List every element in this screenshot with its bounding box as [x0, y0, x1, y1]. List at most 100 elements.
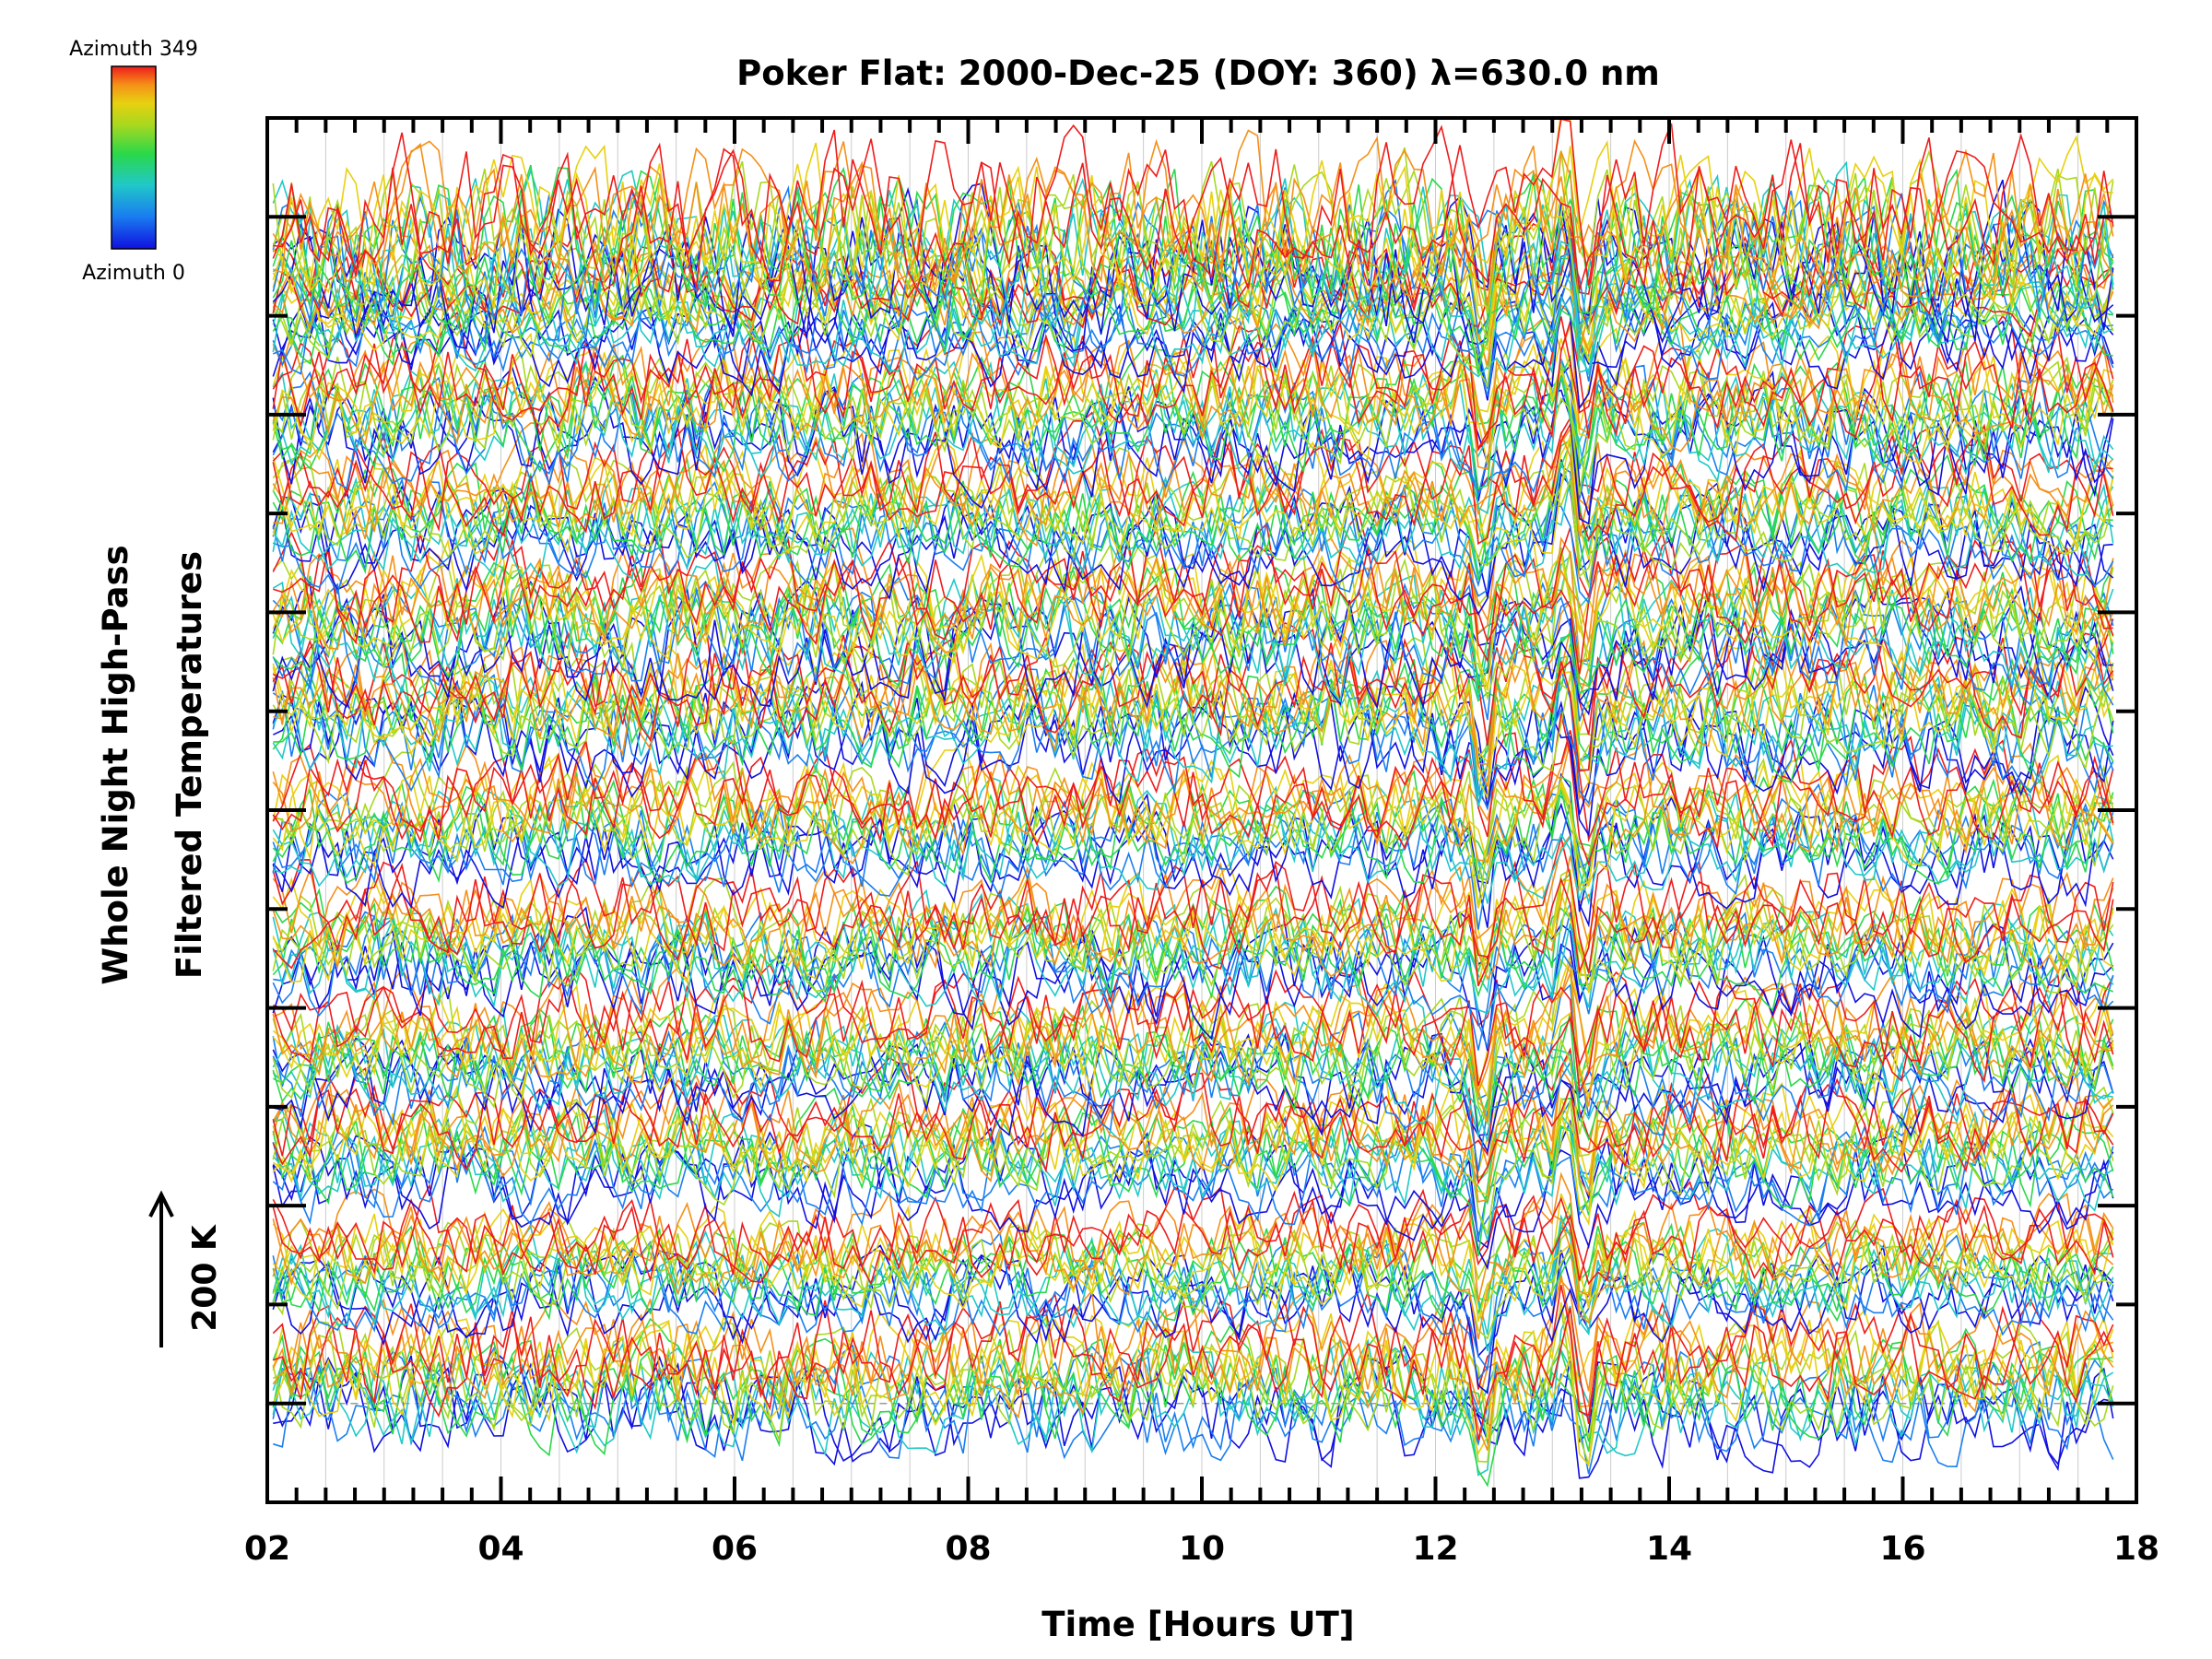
- x-tick-label: 04: [477, 1530, 524, 1568]
- axis-ticks: [265, 116, 2138, 1504]
- colorbar-bottom-label: Azimuth 0: [82, 262, 185, 285]
- y-axis-label-line2: Filtered Temperatures: [170, 551, 209, 979]
- series-line: [272, 1180, 2114, 1286]
- series-line: [273, 909, 2114, 1051]
- series-line: [272, 996, 2113, 1135]
- series-line: [272, 1308, 2114, 1465]
- series-line: [272, 1020, 2114, 1171]
- series-line: [272, 751, 2114, 880]
- series-line: [272, 482, 2114, 605]
- x-tick-label: 06: [712, 1530, 758, 1568]
- series-line: [272, 612, 2114, 737]
- series-line: [272, 434, 2114, 560]
- series-line: [272, 788, 2113, 893]
- series-line: [272, 1004, 2114, 1124]
- series-line: [272, 1305, 2114, 1477]
- series-line: [272, 630, 2114, 801]
- series-line: [272, 1285, 2114, 1417]
- series-line: [272, 634, 2114, 807]
- series-line: [272, 1066, 2114, 1203]
- series-line: [272, 1324, 2114, 1457]
- colorbar-top-label: Azimuth 349: [69, 38, 198, 61]
- series-line: [272, 833, 2114, 976]
- series-line: [272, 643, 2114, 783]
- series-line: [272, 511, 2114, 646]
- series-line: [272, 118, 2113, 307]
- series-line: [272, 1226, 2114, 1382]
- series-line: [272, 178, 2114, 347]
- series-line: [272, 1310, 2114, 1427]
- scale-label: 200 K: [186, 1224, 224, 1332]
- series-line: [272, 476, 2114, 580]
- x-tick-label: 08: [945, 1530, 991, 1568]
- series-line: [272, 273, 2114, 378]
- series-group: [272, 118, 2114, 1488]
- series-line: [272, 895, 2114, 1012]
- x-tick-label: 02: [244, 1530, 290, 1568]
- series-line: [272, 220, 2114, 355]
- series-line: [272, 179, 2114, 349]
- series-line: [272, 1130, 2114, 1271]
- series-line: [272, 546, 2114, 688]
- series-line: [272, 535, 2113, 691]
- series-line: [272, 336, 2113, 465]
- series-line: [272, 1205, 2114, 1323]
- x-tick-label: 18: [2113, 1530, 2159, 1568]
- y-axis-label-line1: Whole Night High-Pass: [96, 545, 135, 984]
- colorbar: Azimuth 349 Azimuth 0: [69, 38, 198, 285]
- series-line: [272, 354, 2114, 475]
- series-line: [272, 124, 2114, 294]
- colorbar-gradient: [111, 65, 157, 250]
- series-line: [272, 359, 2114, 514]
- series-line: [272, 1081, 2114, 1227]
- series-line: [272, 523, 2114, 651]
- series-line: [272, 735, 2114, 865]
- x-tick-label: 10: [1179, 1530, 1225, 1568]
- series-line: [272, 641, 2114, 772]
- series-line: [272, 1078, 2114, 1190]
- series-line: [272, 730, 2114, 848]
- series-line: [272, 634, 2114, 777]
- series-line: [273, 129, 2114, 307]
- series-line: [272, 837, 2114, 987]
- series-line: [272, 662, 2114, 806]
- series-line: [272, 713, 2114, 866]
- x-axis-label: Time [Hours UT]: [1041, 1605, 1354, 1644]
- x-tick-label: 14: [1646, 1530, 1692, 1568]
- series-line: [272, 1214, 2113, 1336]
- scale-arrow-icon: [148, 1190, 174, 1218]
- scale-bar: 200 K: [148, 1190, 224, 1347]
- series-line: [272, 1275, 2114, 1451]
- x-tick-labels: 02 04 06 08 10 12 14 16 18: [244, 1530, 2159, 1568]
- series-line: [272, 1344, 2114, 1475]
- series-line: [272, 314, 2114, 471]
- series-line: [272, 1212, 2114, 1323]
- series-line: [272, 955, 2114, 1100]
- series-line: [272, 454, 2114, 578]
- series-line: [272, 584, 2113, 710]
- series-line: [272, 1188, 2114, 1324]
- series-line: [272, 538, 2114, 670]
- series-line: [272, 1217, 2114, 1340]
- series-line: [273, 1099, 2114, 1257]
- series-line: [272, 547, 2114, 688]
- series-line: [272, 581, 2114, 722]
- series-line: [272, 776, 2114, 904]
- series-line: [273, 118, 2114, 292]
- series-line: [272, 314, 2114, 452]
- series-line: [272, 140, 2114, 310]
- series-line: [272, 217, 2114, 366]
- series-line: [272, 430, 2114, 540]
- series-line: [272, 911, 2114, 1041]
- x-tick-label: 12: [1412, 1530, 1458, 1568]
- series-line: [272, 441, 2114, 581]
- series-line: [272, 888, 2114, 1008]
- series-line: [272, 434, 2114, 556]
- series-line: [272, 769, 2114, 885]
- series-line: [272, 1056, 2114, 1171]
- series-line: [272, 855, 2114, 981]
- series-line: [272, 1116, 2114, 1241]
- series-line: [273, 906, 2114, 1052]
- series-line: [272, 1202, 2114, 1323]
